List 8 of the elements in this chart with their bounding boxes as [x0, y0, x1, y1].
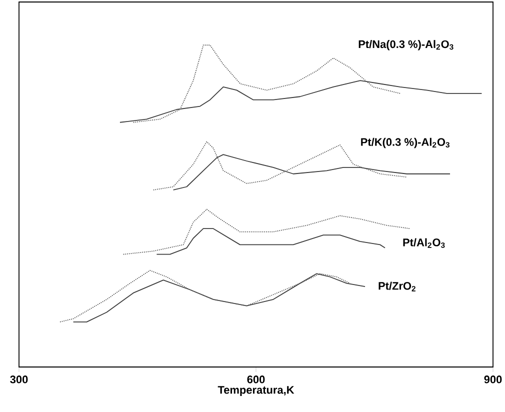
- x-tick-label: 300: [10, 376, 28, 384]
- text: Pt/Na(0.3 %)-Al$_{2}$O$_{3}$: [358, 40, 454, 50]
- x-tick-label: 900: [484, 376, 502, 384]
- series-label: Pt/ZrO$_{2}$: [378, 282, 416, 292]
- x-axis-title: Temperatura,K: [218, 386, 294, 396]
- series-label: Pt/Al$_{2}$O$_{3}$: [403, 238, 445, 248]
- series-label: Pt/K(0.3 %)-Al$_{2}$O$_{3}$: [361, 138, 450, 148]
- x-tick-label: 600: [247, 376, 265, 384]
